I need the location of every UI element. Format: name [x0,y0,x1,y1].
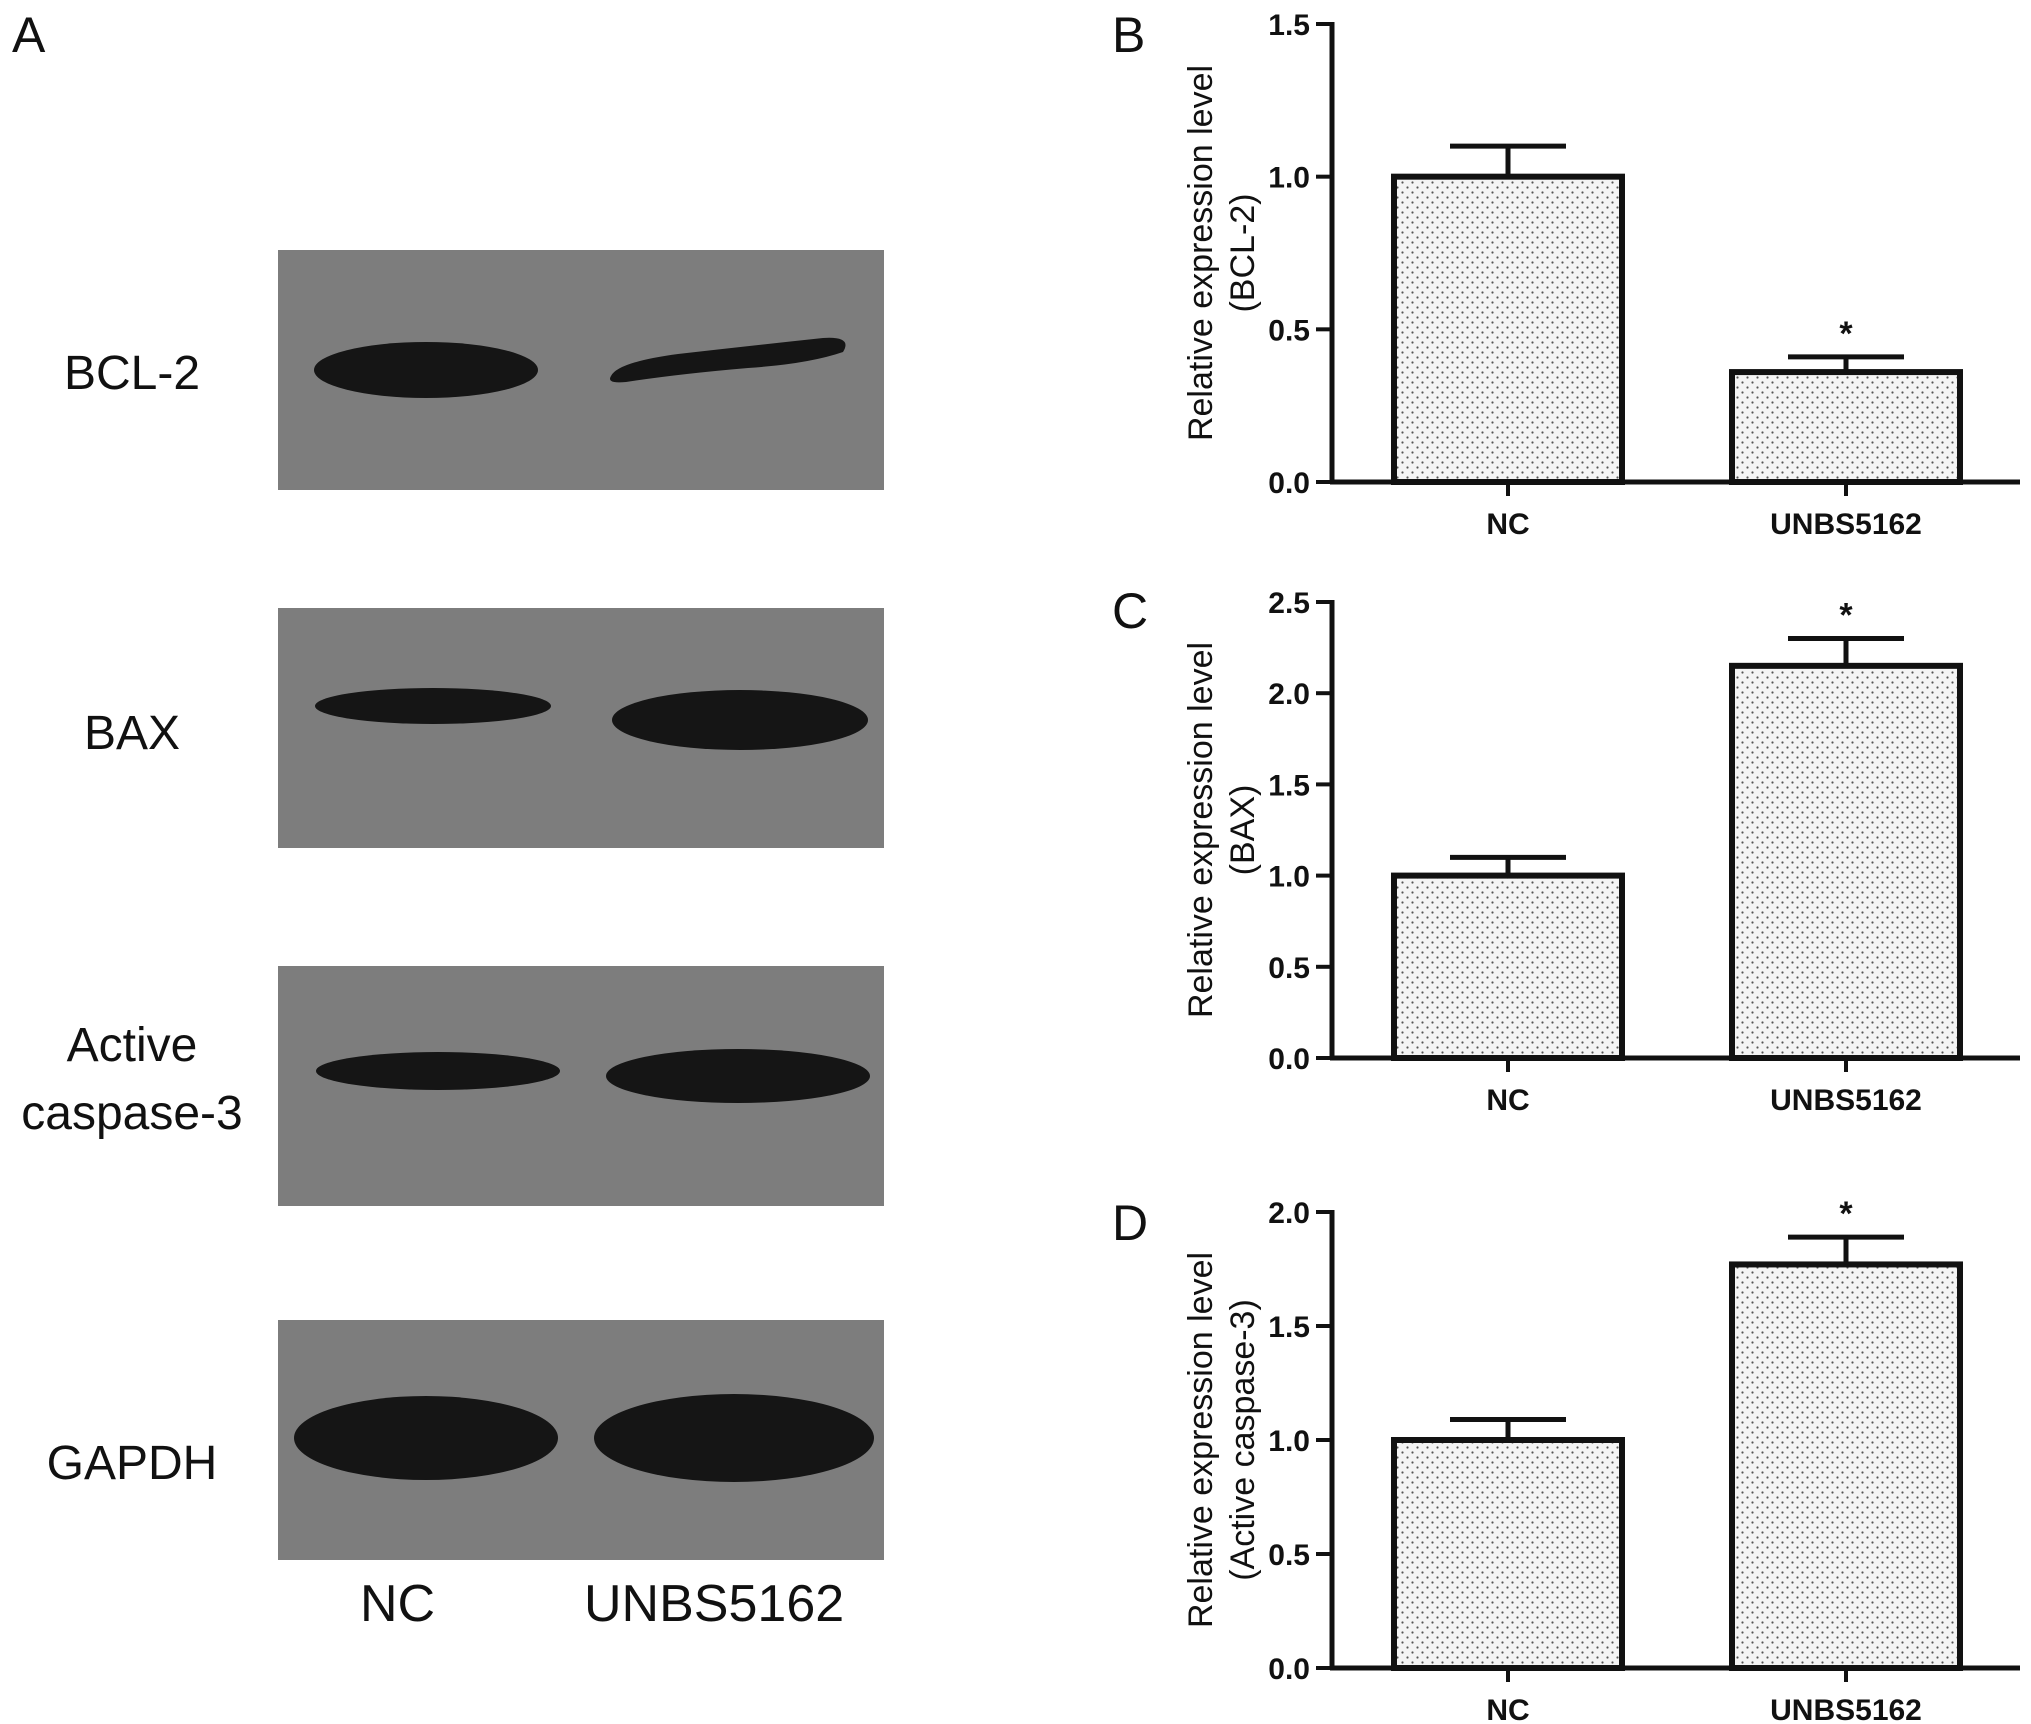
y-tick-label: 0.0 [1268,1653,1310,1686]
panel-c-letter: C [1112,583,1149,639]
blot-strip-active-caspase-3 [278,966,884,1206]
blot-label-active-caspase-3: Active caspase-3 [2,1012,262,1148]
blot-label-line-2: caspase-3 [21,1087,243,1140]
y-tick-label: 0.5 [1268,1539,1310,1572]
y-tick-label: 2.0 [1268,678,1310,711]
y-tick-label: 1.5 [1268,769,1310,802]
y-tick-label: 0.0 [1268,1043,1310,1076]
blot-strip-bcl2 [278,250,884,490]
y-tick-label: 0.5 [1268,314,1310,347]
bar-unbs5162 [1729,1261,1963,1671]
band-unbs5162 [610,337,846,383]
y-tick-label: 2.0 [1268,1197,1310,1230]
blot-label-bax: BAX [83,707,181,760]
y-axis-title-line-2: (BAX) [1224,785,1262,876]
y-tick-label: 1.5 [1268,1311,1310,1344]
x-tick-label: UNBS5162 [1770,1084,1922,1117]
blot-label-gapdh: GAPDH [46,1437,218,1490]
band-unbs5162 [594,1394,874,1482]
x-tick-label: NC [1486,1694,1529,1724]
y-tick-label: 1.0 [1268,861,1310,894]
band-unbs5162 [606,1049,870,1103]
lane-label-nc: NC [360,1575,436,1633]
band-nc [294,1396,558,1480]
blot-label-line-1: Active [66,1019,198,1072]
bar-chart-bax: * 0.0 0.5 1.0 1.5 2.0 2.5 NC UNBS5162 Relative ex… [1182,587,2020,1117]
y-tick-label: 1.5 [1268,9,1310,42]
lane-label-unbs5162: UNBS5162 [584,1575,845,1633]
significance-asterisk: * [1839,1195,1853,1233]
band-nc [314,342,538,398]
x-tick-label: UNBS5162 [1770,508,1922,541]
bar-nc [1391,1437,1625,1671]
y-axis-title-line-1: Relative expression level [1182,642,1220,1018]
x-tick-label: NC [1486,508,1529,541]
y-axis-title-line-2: (Active caspase-3) [1224,1299,1262,1581]
y-axis-title-line-2: (BCL-2) [1224,193,1262,312]
y-tick-label: 2.5 [1268,587,1310,620]
bar-unbs5162 [1729,662,1963,1061]
y-tick-label: 1.0 [1268,1425,1310,1458]
significance-asterisk: * [1839,315,1853,353]
y-tick-label: 1.0 [1268,162,1310,195]
panel-a-letter: A [12,7,46,63]
panel-d-letter: D [1112,1195,1149,1251]
y-axis-title-line-1: Relative expression level [1182,65,1220,441]
band-nc [316,1052,560,1090]
x-tick-label: NC [1486,1084,1529,1117]
y-tick-label: 0.0 [1268,467,1310,500]
x-tick-label: UNBS5162 [1770,1694,1922,1724]
y-tick-label: 0.5 [1268,952,1310,985]
blot-strip-gapdh [278,1320,884,1560]
significance-asterisk: * [1839,596,1853,634]
band-unbs5162 [612,690,868,750]
band-nc [315,688,551,724]
bar-unbs5162 [1729,369,1963,485]
bar-chart-bcl2: * 0.0 0.5 1.0 1.5 NC UNBS5162 Relative expressi… [1182,9,2020,541]
y-axis-title-line-1: Relative expression level [1182,1252,1220,1628]
bar-nc [1391,872,1625,1061]
bar-nc [1391,173,1625,486]
blot-label-bcl2: BCL-2 [63,347,201,400]
blot-strip-bax [278,608,884,848]
panel-b-letter: B [1112,7,1146,63]
bar-chart-active-caspase-3: * 0.0 0.5 1.0 1.5 2.0 NC UNBS5162 Relative expre… [1182,1195,2020,1724]
